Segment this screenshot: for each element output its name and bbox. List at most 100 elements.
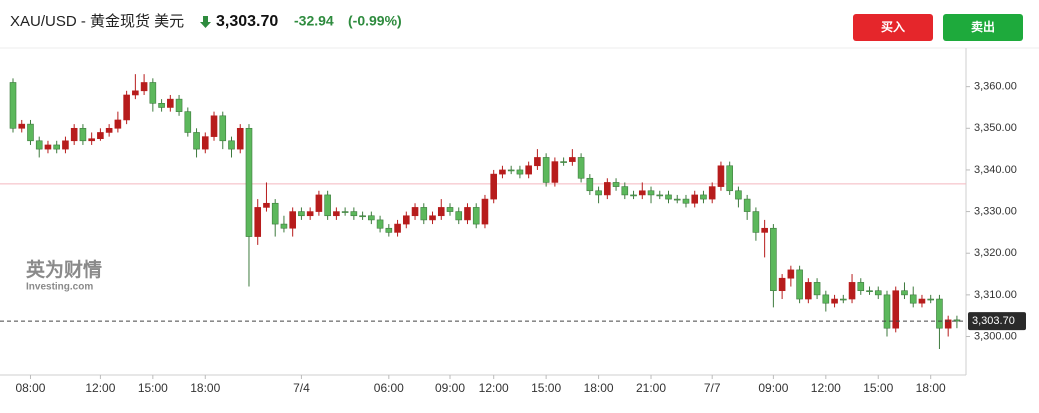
candle-body (778, 277, 786, 292)
candle-body (70, 127, 78, 142)
candle-body (743, 198, 751, 212)
x-tick-label: 21:00 (636, 381, 666, 395)
sell-button-label[interactable]: 卖出 (971, 19, 995, 34)
candle-body (673, 198, 681, 201)
candle-body (569, 157, 576, 162)
candle-body (691, 194, 699, 204)
candle-body (472, 207, 480, 225)
candle-body (420, 207, 428, 221)
candle-body (114, 119, 122, 129)
header-change: -32.94 (294, 13, 334, 29)
y-tick-label: 3,360.00 (974, 81, 1017, 93)
y-tick-label: 3,330.00 (974, 205, 1017, 217)
candle-body (857, 282, 865, 292)
candle-body (9, 82, 17, 129)
x-tick-label: 15:00 (138, 381, 168, 395)
candle-body (53, 144, 61, 150)
buy-button[interactable]: 买入 (853, 14, 933, 41)
y-tick-label: 3,320.00 (974, 247, 1017, 259)
candle-body (18, 123, 26, 129)
candle-body (577, 157, 585, 179)
candle-body (219, 115, 227, 142)
candle-body (542, 157, 550, 183)
candle-body (874, 290, 882, 296)
sell-button-bg[interactable] (943, 14, 1023, 41)
candle-body (88, 138, 95, 142)
candle-body (936, 298, 943, 329)
candle-body (35, 140, 43, 150)
candle-body (665, 194, 672, 200)
watermark-en: Investing.com (26, 282, 93, 293)
candle-body (263, 202, 270, 208)
x-tick-label: 18:00 (916, 381, 946, 395)
candle-body (44, 144, 52, 150)
x-tick-label: 18:00 (584, 381, 614, 395)
x-tick-label: 7/4 (293, 381, 310, 395)
candle-body (27, 123, 34, 142)
candle-body (953, 319, 961, 322)
candle-body (761, 227, 768, 233)
candle-body (62, 140, 69, 150)
x-tick-label: 18:00 (190, 381, 220, 395)
candle-body (918, 298, 926, 304)
last-price-tag (968, 312, 1026, 331)
candle-body (525, 165, 532, 175)
buy-button-label[interactable]: 买入 (881, 20, 905, 34)
candle-body (464, 207, 471, 221)
candle-body (228, 140, 235, 150)
sell-button[interactable]: 卖出 (943, 14, 1023, 41)
candle-body (132, 90, 139, 96)
x-tick-label: 08:00 (15, 381, 45, 395)
x-tick-label: 12:00 (85, 381, 115, 395)
candle-body (726, 165, 733, 192)
candle-body (708, 186, 716, 200)
x-tick-label: 15:00 (531, 381, 561, 395)
candle-body (551, 161, 559, 183)
y-tick-label: 3,300.00 (974, 330, 1017, 342)
candle-body (333, 211, 340, 217)
candle-body (245, 127, 253, 237)
candle-body (97, 132, 104, 140)
candle-body (123, 94, 130, 121)
candle-body (604, 182, 611, 196)
candle-body (210, 115, 218, 137)
candle-body (376, 219, 384, 229)
candle-body (848, 282, 856, 300)
candle-body (271, 202, 279, 225)
x-tick-label: 12:00 (479, 381, 509, 395)
candle-body (324, 194, 331, 217)
candle-body (805, 282, 812, 300)
candle-body (586, 177, 594, 192)
candle-body (481, 198, 489, 225)
candle-body (289, 211, 296, 229)
candle-body (490, 173, 498, 200)
candle-body (236, 127, 244, 150)
candle-body (866, 290, 873, 293)
candle-body (647, 190, 655, 196)
candle-body (402, 215, 410, 225)
candle-body (175, 98, 183, 112)
candle-body (394, 223, 401, 233)
candle-body (298, 211, 305, 217)
candle-body (140, 82, 148, 92)
candle-body (437, 207, 445, 217)
down-arrow-icon (200, 16, 211, 28)
candle-body (787, 269, 795, 279)
candle-body (350, 211, 358, 217)
candle-body (167, 98, 174, 108)
candle-body (341, 211, 349, 213)
candle-body (193, 132, 200, 150)
candle-body (315, 194, 323, 212)
candle-body (201, 136, 209, 150)
buy-button-bg[interactable] (853, 14, 933, 41)
candle-body (796, 269, 803, 300)
candle-body (158, 103, 165, 108)
watermark-cn: 英为财情 (26, 258, 102, 281)
candle-body (630, 194, 637, 197)
header-change-pct: (-0.99%) (348, 13, 402, 29)
candle-body (656, 194, 664, 197)
candle-body (621, 186, 629, 196)
x-tick-label: 09:00 (435, 381, 465, 395)
header-price: 3,303.70 (216, 13, 278, 30)
